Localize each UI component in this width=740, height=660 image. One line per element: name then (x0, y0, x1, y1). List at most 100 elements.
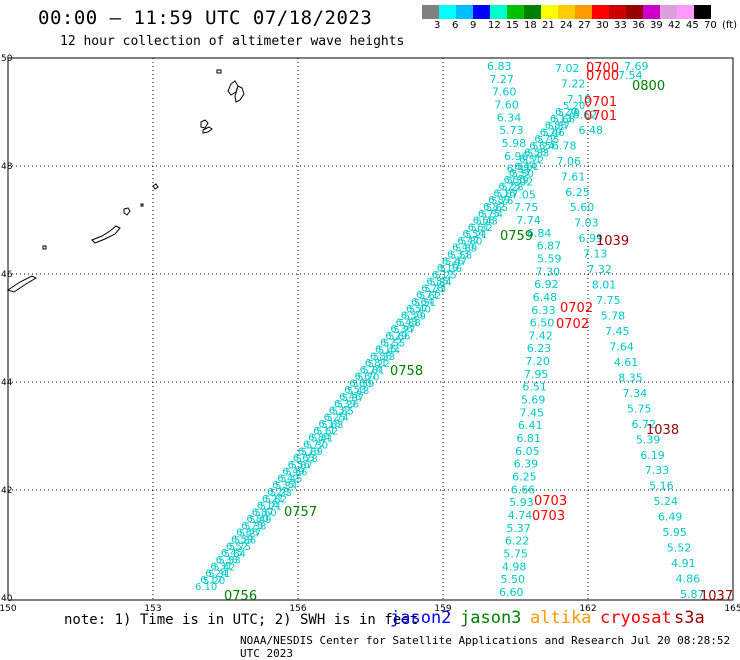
lon-tick-label: 153 (144, 604, 161, 614)
track-b-value: 6.25 (512, 471, 537, 484)
legend-value: 42 (668, 20, 681, 31)
track-a-value: 6.66 (236, 528, 258, 539)
track-b-value: 4.98 (502, 560, 527, 573)
legend-swatch (524, 5, 541, 19)
track-b-value: 7.30 (536, 265, 561, 278)
track-a-value: 5.36 (440, 264, 462, 275)
track-a-value: 5.51 (414, 298, 436, 309)
track-a-value: 6.20 (555, 107, 577, 118)
track-a-value: 5.25 (434, 271, 456, 282)
legend-swatch (541, 5, 558, 19)
track-a-value: 5.88 (398, 318, 420, 329)
legend-value: 12 (488, 20, 501, 31)
legend-swatch (558, 5, 575, 19)
legend-swatch (592, 5, 609, 19)
track-a-value: 5.72 (522, 155, 544, 166)
cryosat-time-label: 0702 (556, 317, 589, 332)
track-a-value: 6.13 (550, 114, 572, 125)
track-a-value: 5.83 (527, 149, 549, 160)
track-c-value: 7.45 (605, 325, 630, 338)
track-a-value: 6.58 (524, 148, 546, 159)
track-a-value: 5.32 (470, 223, 492, 234)
track-a-value: 6.22 (380, 338, 402, 349)
s3a-time-label: 1039 (596, 234, 629, 249)
track-a-value: 6.72 (534, 134, 556, 145)
legend-value: 70 (704, 20, 717, 31)
track-d-value: 7.69 (624, 60, 649, 73)
legend-value: 18 (524, 20, 537, 31)
s3a-time-label: 1038 (646, 423, 679, 438)
track-a-value: 6.45 (221, 548, 243, 559)
track-a-value: 5.24 (532, 142, 554, 153)
track-c-value: 5.52 (667, 542, 692, 555)
track-a-value: 6.15 (375, 345, 397, 356)
track-a-value: 6.39 (334, 399, 356, 410)
track-a-value: 5.44 (378, 345, 400, 356)
track-a-value: 5.54 (481, 210, 503, 221)
track-b-value: 6.05 (515, 445, 540, 458)
track-a-value: 5.30 (306, 440, 328, 451)
track-a-value: 5.59 (352, 379, 374, 390)
track-c-value: 7.34 (623, 387, 648, 400)
track-c-value: 6.49 (658, 511, 683, 524)
track-a-value: 5.73 (424, 284, 446, 295)
track-a-value: 5.20 (563, 101, 585, 112)
legend-value: 36 (632, 20, 645, 31)
legend-swatch (626, 5, 643, 19)
track-a-value: 6.46 (339, 392, 361, 403)
sat-cryosat-label: cryosat (600, 608, 672, 628)
s3a-time-label: 1037 (700, 589, 733, 604)
track-c-value: 5.16 (649, 480, 674, 493)
lat-tick-label: 46 (1, 270, 13, 280)
track-a-value: 6.70 (298, 446, 320, 457)
track-a-value: 6.80 (246, 514, 268, 525)
track-a-value: 5.68 (553, 115, 575, 126)
jason3-time-label: 0756 (224, 589, 257, 604)
legend-value: (ft) (722, 20, 738, 31)
legend-value: 21 (542, 20, 555, 31)
track-b-value: 6.48 (533, 291, 558, 304)
track-b-value: 7.45 (519, 406, 544, 419)
track-a-value: 6.59 (231, 535, 253, 546)
track-a-value: 6.38 (216, 555, 238, 566)
legend-swatch (422, 5, 439, 19)
island-outline (216, 69, 222, 74)
track-a-value: 6.81 (365, 358, 387, 369)
track-c-value: 7.75 (596, 294, 621, 307)
legend-value: 27 (578, 20, 591, 31)
track-a-value: 6.35 (272, 480, 294, 491)
track-a-value: 5.20 (203, 576, 225, 587)
lon-tick-label: 162 (579, 604, 596, 614)
lat-tick-label: 44 (1, 378, 13, 388)
track-c-value: 7.02 (555, 62, 580, 75)
track-a-value: 5.85 (332, 406, 354, 417)
track-a-value: 5.58 (450, 250, 472, 261)
track-b-value: 6.34 (497, 111, 522, 124)
track-a-value: 5.38 (244, 522, 266, 533)
color-legend (422, 5, 711, 19)
track-a-value: 5.53 (218, 556, 240, 567)
track-a-value: 5.50 (512, 169, 534, 180)
track-a-value: 5.46 (542, 128, 564, 139)
track-c-value: 7.13 (583, 248, 608, 261)
track-c-value: 4.86 (676, 573, 701, 586)
track-a-value: 6.43 (396, 317, 418, 328)
track-b-value: 6.23 (527, 342, 552, 355)
color-legend-values: 3 6 9 12 15 18 21 24 27 30 33 36 39 42 45 70 (ft) (422, 20, 740, 32)
island-outline (140, 203, 144, 207)
track-a-value: 6.37 (509, 168, 531, 179)
legend-swatch (575, 5, 592, 19)
track-a-value: 5.34 (275, 481, 297, 492)
track-a-value: 6.68 (473, 216, 495, 227)
track-a-value: 5.84 (429, 277, 451, 288)
cryosat-time-label: 0703 (534, 494, 567, 509)
track-a-value: 5.61 (517, 162, 539, 173)
track-a-value: 5.67 (290, 461, 312, 472)
track-a-value: 5.21 (465, 230, 487, 241)
cryosat-time-label: 0701 (584, 109, 617, 124)
legend-swatch (609, 5, 626, 19)
track-b-value: 7.20 (525, 355, 550, 368)
cryosat-time-label: 0701 (584, 95, 617, 110)
track-a-value: 5.26 (337, 400, 359, 411)
track-a-value: 6.30 (504, 175, 526, 186)
